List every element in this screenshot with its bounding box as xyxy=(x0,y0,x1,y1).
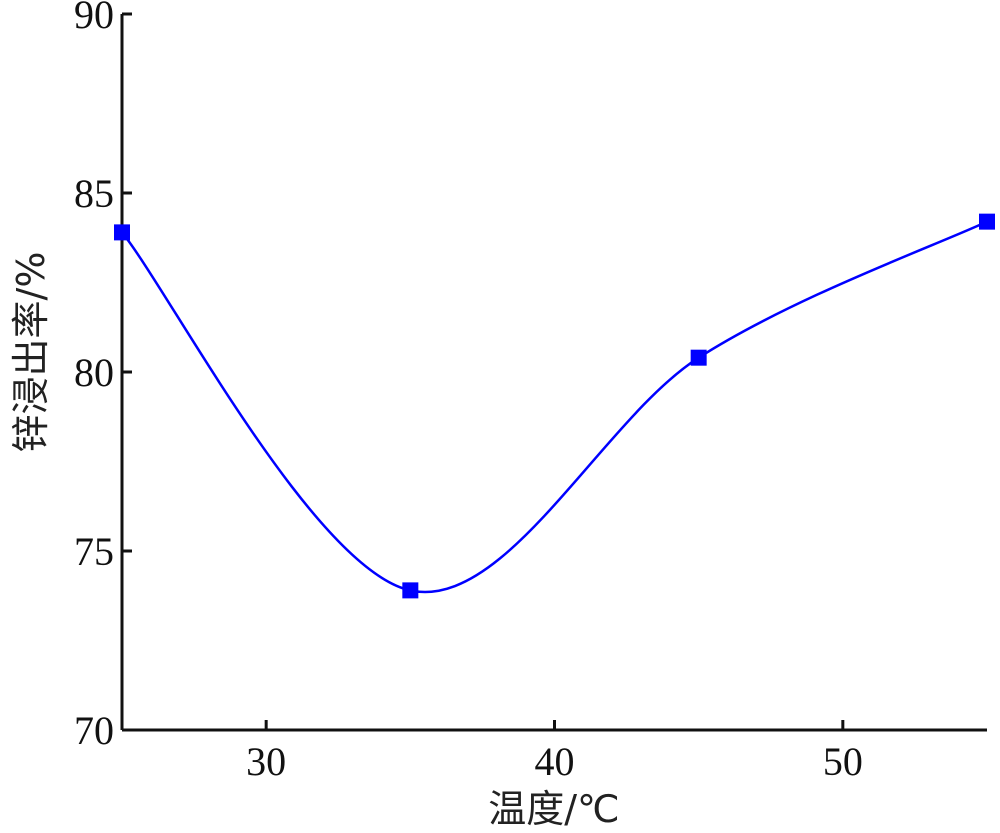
markers xyxy=(114,213,995,599)
series-line xyxy=(121,220,988,594)
y-tick-label: 75 xyxy=(74,529,114,574)
tick-labels: 70 75 80 85 90 30 40 50 xyxy=(74,0,863,784)
ticks xyxy=(122,12,845,732)
y-tick-label: 70 xyxy=(74,708,114,753)
x-tick-label: 50 xyxy=(823,739,863,784)
y-tick-label: 85 xyxy=(74,171,114,216)
x-axis-title: 温度/℃ xyxy=(488,787,619,831)
y-tick-label: 90 xyxy=(74,0,114,37)
data-point-marker xyxy=(402,582,419,599)
y-tick-label: 80 xyxy=(74,350,114,395)
y-axis-title: 锌浸出率/% xyxy=(9,252,53,453)
x-tick-label: 30 xyxy=(246,739,286,784)
x-tick-label: 40 xyxy=(535,739,575,784)
data-point-marker xyxy=(114,224,130,241)
data-point-marker xyxy=(979,213,995,230)
data-point-marker xyxy=(690,349,707,366)
axes xyxy=(120,14,987,732)
